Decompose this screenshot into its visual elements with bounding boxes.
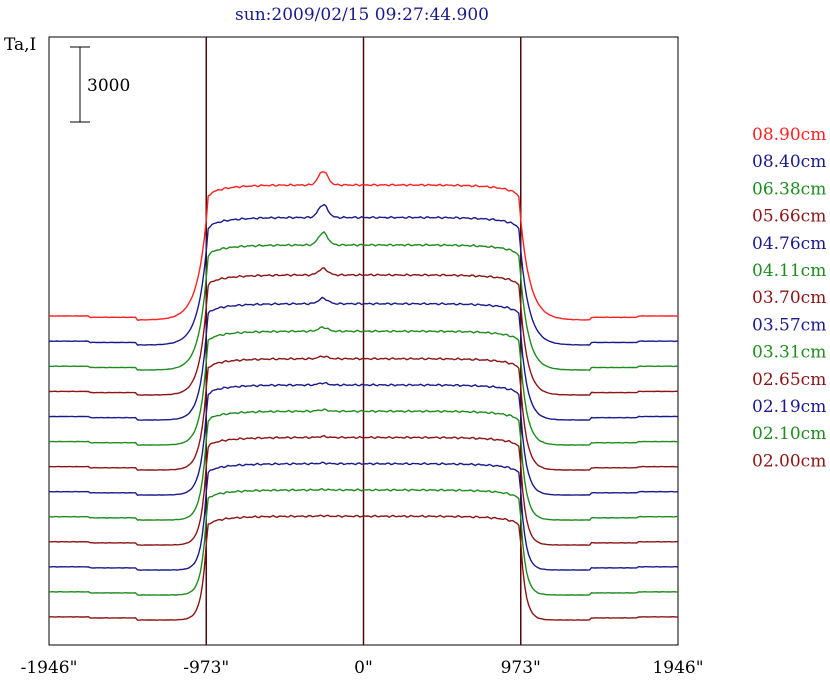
scale-bar: 3000 [70,46,130,123]
legend-item-06.38cm: 06.38cm [752,179,826,199]
series-line-08.40cm [48,203,679,346]
series-line-06.38cm [49,230,679,371]
legend-item-03.70cm: 03.70cm [752,288,826,308]
x-tick-label-2: 0" [354,658,373,678]
series-line-04.11cm [49,326,678,446]
x-tick-label-0: -1946" [21,658,78,678]
legend-item-08.40cm: 08.40cm [752,152,826,172]
legend-item-08.90cm: 08.90cm [752,125,826,145]
series-line-02.00cm [48,514,679,621]
series-group [48,171,679,621]
x-tick-label-3: 973" [501,658,541,678]
series-line-03.70cm [48,355,679,471]
x-tick-label-1: -973" [183,658,229,678]
vertical-reference-lines [205,37,522,645]
legend-item-04.76cm: 04.76cm [752,234,826,254]
series-line-02.65cm [49,434,679,546]
legend-item-02.19cm: 02.19cm [752,397,826,417]
legend-item-03.57cm: 03.57cm [752,315,826,335]
x-tick-labels: -1946" -973" 0" 973" 1946" [21,658,704,678]
series-line-03.31cm [48,408,678,521]
series-line-02.10cm [48,488,679,596]
legend-item-03.31cm: 03.31cm [752,343,826,363]
series-line-05.66cm [48,267,679,396]
y-axis-label: Ta,I [4,35,36,55]
x-tick-label-4: 1946" [652,658,703,678]
legend: 08.90cm 08.40cm 06.38cm 05.66cm 04.76cm 04.11… [752,125,826,471]
chart-title: sun:2009/02/15 09:27:44.900 [235,5,489,25]
legend-item-02.10cm: 02.10cm [752,424,826,444]
series-line-08.90cm [49,171,679,321]
series-line-03.57cm [49,381,679,496]
legend-item-02.00cm: 02.00cm [752,451,826,471]
legend-item-05.66cm: 05.66cm [752,207,826,227]
legend-item-04.11cm: 04.11cm [752,261,826,281]
scale-bar-label: 3000 [87,76,130,96]
legend-item-02.65cm: 02.65cm [752,370,826,390]
series-line-02.19cm [48,461,679,571]
series-line-04.76cm [48,296,679,421]
